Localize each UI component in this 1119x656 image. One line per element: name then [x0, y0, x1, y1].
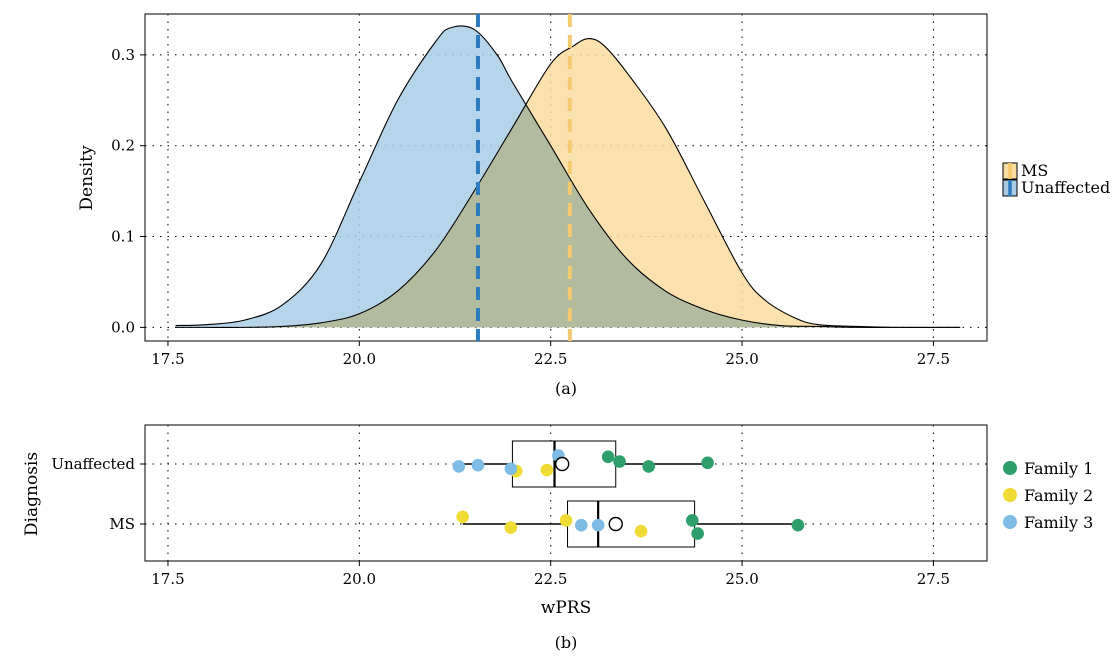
- density-y-tick-label: 0.2: [111, 137, 135, 155]
- legend-dot-family-2: [1003, 488, 1017, 502]
- point-family-1: [791, 518, 805, 532]
- mean-marker-unaffected: [554, 456, 570, 472]
- legend-label-unaffected: Unaffected: [1021, 178, 1110, 197]
- point-family-1: [701, 456, 714, 470]
- density-y-tick-label: 0.0: [111, 318, 135, 336]
- box-x-tick-label: 22.5: [534, 570, 567, 588]
- family-legend: Family 1 Family 2 Family 3: [1003, 459, 1093, 532]
- density-x-tick-label: 27.5: [917, 350, 950, 368]
- density-mean-lines: [475, 14, 572, 341]
- density-panel: 17.5 20.0 22.5 25.0 27.5 0.0 0.1 0.2 0.3 Densit…: [77, 13, 1110, 398]
- legend-label-ms: MS: [1021, 161, 1048, 180]
- density-outline-unaffected: [175, 25, 961, 328]
- point-family-2: [504, 521, 518, 534]
- density-y-tick-label: 0.3: [111, 46, 135, 64]
- point-family-1: [601, 450, 615, 464]
- box-plots: [458, 440, 798, 548]
- density-outline-ms: [175, 37, 961, 328]
- point-family-2: [540, 463, 554, 477]
- legend-label-family-3: Family 3: [1024, 513, 1093, 532]
- density-area-unaffected: [175, 26, 961, 328]
- density-x-tick-label: 25.0: [725, 350, 758, 368]
- box-y-ticks: Unaffected MS: [51, 455, 145, 533]
- box-y-tick-label: Unaffected: [51, 455, 135, 473]
- box-x-tick-label: 25.0: [725, 570, 758, 588]
- density-x-tick-label: 22.5: [534, 350, 567, 368]
- box-x-tick-label: 17.5: [151, 570, 184, 588]
- point-family-3: [471, 458, 485, 472]
- density-x-tick-label: 20.0: [343, 350, 376, 368]
- point-family-3: [504, 462, 518, 476]
- mean-marker-ms: [608, 516, 623, 532]
- box-y-axis-title: Diagnosis: [22, 452, 42, 536]
- density-x-ticks: 17.5 20.0 22.5 25.0 27.5: [151, 341, 950, 368]
- box-x-ticks: 17.5 20.0 22.5 25.0 27.5: [151, 561, 950, 588]
- density-x-tick-label: 17.5: [151, 350, 184, 368]
- point-family-3: [591, 518, 605, 532]
- box-x-tick-label: 20.0: [343, 570, 376, 588]
- point-family-3: [452, 460, 466, 473]
- family-points: [452, 449, 805, 540]
- legend-label-family-1: Family 1: [1024, 459, 1093, 478]
- legend-dot-family-1: [1003, 461, 1017, 475]
- box-x-axis-title: wPRS: [541, 598, 591, 618]
- panel-b-label: (b): [555, 633, 578, 652]
- point-family-3: [575, 518, 588, 532]
- box-y-tick-label: MS: [109, 515, 135, 533]
- density-y-axis-title: Density: [77, 145, 97, 211]
- legend-label-family-2: Family 2: [1024, 486, 1093, 505]
- point-family-1: [642, 460, 655, 473]
- point-family-1: [686, 514, 699, 527]
- legend-dot-family-3: [1003, 515, 1017, 529]
- density-y-tick-label: 0.1: [111, 228, 135, 246]
- box-x-tick-label: 27.5: [917, 570, 950, 588]
- box-mean-markers: [554, 456, 623, 532]
- panel-a-label: (a): [555, 379, 577, 398]
- point-family-1: [613, 455, 626, 468]
- box-panel: 17.5 20.0 22.5 25.0 27.5 Unaffected MS wPRS D…: [22, 424, 1093, 652]
- density-y-ticks: 0.0 0.1 0.2 0.3: [111, 46, 145, 336]
- point-family-2: [559, 514, 573, 527]
- point-family-2: [634, 524, 648, 538]
- point-family-1: [691, 527, 704, 540]
- point-family-2: [456, 510, 469, 524]
